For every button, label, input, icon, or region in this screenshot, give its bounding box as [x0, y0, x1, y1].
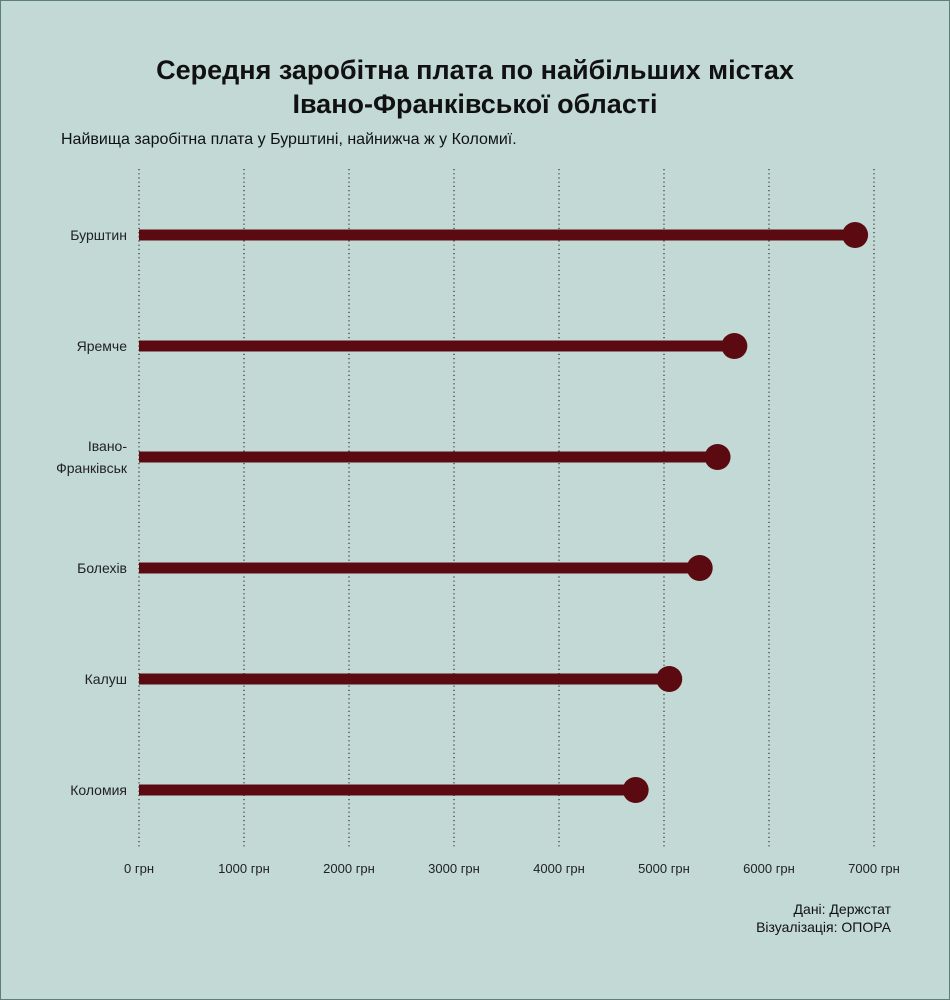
y-category-label-line: Івано- — [88, 438, 127, 454]
chart-footer: Дані: Держстат Візуалізація: ОПОРА — [756, 900, 891, 936]
y-category-label-2: Івано- Франківськ — [56, 438, 128, 476]
y-category-label-0: Бурштин — [70, 227, 127, 243]
x-tick-label-6000: 6000 грн — [743, 861, 795, 876]
y-category-label-4: Калуш — [85, 671, 127, 687]
lollipop-dot-0 — [842, 222, 869, 248]
lollipop-dot-3 — [686, 555, 713, 581]
x-tick-label-0: 0 грн — [124, 861, 154, 876]
y-category-label-5: Коломия — [70, 782, 127, 798]
y-category-label-line: Коломия — [70, 782, 127, 798]
lollipop-dot-4 — [656, 666, 683, 692]
y-category-label-line: Франківськ — [56, 460, 128, 476]
x-tick-label-7000: 7000 грн — [848, 861, 900, 876]
y-category-label-line: Яремче — [77, 338, 128, 354]
chart-title: Середня заробітна плата по найбільших мі… — [1, 53, 949, 121]
chart-title-line-1: Середня заробітна плата по найбільших мі… — [156, 55, 794, 85]
x-tick-label-1000: 1000 грн — [218, 861, 270, 876]
y-category-label-line: Бурштин — [70, 227, 127, 243]
chart-title-line-2: Івано-Франківської області — [292, 89, 658, 119]
lollipop-dot-1 — [721, 333, 748, 359]
chart-subtitle: Найвища заробітна плата у Бурштині, найн… — [61, 131, 517, 148]
y-category-label-3: Болехів — [77, 560, 127, 576]
x-tick-label-2000: 2000 грн — [323, 861, 375, 876]
credit-note: Візуалізація: ОПОРА — [756, 919, 891, 935]
x-tick-label-4000: 4000 грн — [533, 861, 585, 876]
x-tick-label-5000: 5000 грн — [638, 861, 690, 876]
y-category-label-line: Болехів — [77, 560, 127, 576]
lollipop-dot-5 — [622, 777, 649, 803]
lollipop-dot-2 — [704, 444, 731, 470]
y-category-label-line: Калуш — [85, 671, 127, 687]
x-tick-label-3000: 3000 грн — [428, 861, 480, 876]
y-category-label-1: Яремче — [77, 338, 128, 354]
source-note: Дані: Держстат — [793, 901, 891, 917]
